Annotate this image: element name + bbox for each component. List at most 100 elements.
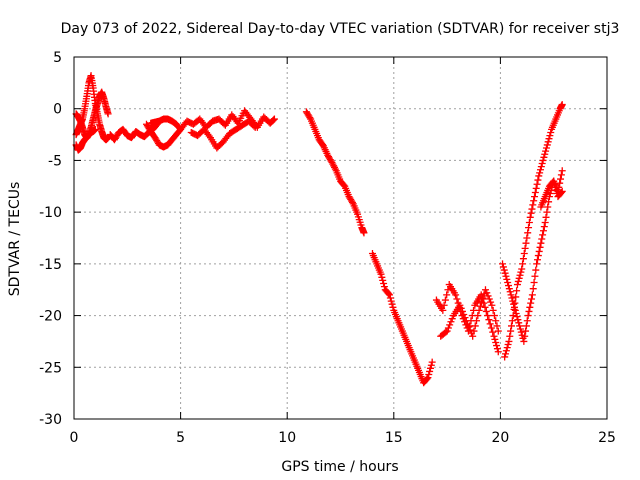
data-point	[528, 205, 536, 213]
x-tick-label: 15	[385, 430, 403, 446]
data-point	[440, 301, 448, 309]
data-point	[385, 290, 393, 298]
data-point	[530, 278, 538, 286]
data-point	[526, 213, 534, 221]
data-point	[515, 319, 523, 327]
data-point	[537, 239, 545, 247]
data-point	[485, 295, 493, 303]
data-point	[493, 342, 501, 350]
x-tick-label: 5	[176, 430, 185, 446]
data-point	[507, 327, 515, 335]
data-point	[474, 312, 482, 320]
data-point	[547, 129, 555, 137]
data-point	[539, 231, 547, 239]
data-point	[513, 313, 521, 321]
data-point	[501, 353, 509, 361]
data-point	[425, 371, 433, 379]
data-point	[541, 218, 549, 226]
data-points	[72, 72, 566, 387]
data-point	[516, 322, 524, 330]
data-point	[428, 358, 436, 366]
data-point	[488, 301, 496, 309]
data-series	[187, 117, 259, 152]
data-point	[423, 375, 431, 383]
data-point	[541, 150, 549, 158]
y-tick-label: 5	[53, 50, 62, 66]
data-point	[507, 291, 515, 299]
data-point	[504, 341, 512, 349]
y-tick-label: -20	[39, 309, 62, 325]
data-point	[534, 176, 542, 184]
data-series	[142, 115, 185, 151]
data-point	[507, 322, 515, 330]
data-point	[378, 273, 386, 281]
data-point	[461, 314, 469, 322]
data-point	[531, 272, 539, 280]
data-point	[501, 269, 509, 277]
data-point	[464, 320, 472, 328]
data-point	[388, 300, 396, 308]
data-point	[348, 198, 356, 206]
data-point	[545, 198, 553, 206]
data-point	[520, 250, 528, 258]
data-point	[522, 239, 530, 247]
data-point	[489, 306, 497, 314]
data-point	[386, 294, 394, 302]
data-point	[426, 367, 434, 375]
data-point	[526, 303, 534, 311]
data-point	[517, 328, 525, 336]
data-point	[505, 337, 513, 345]
data-point	[306, 114, 314, 122]
data-point	[530, 197, 538, 205]
data-point	[515, 274, 523, 282]
data-point	[527, 209, 535, 217]
data-point	[533, 260, 541, 268]
data-point	[424, 374, 432, 382]
x-tick-label: 25	[598, 430, 616, 446]
data-point	[458, 307, 466, 315]
data-point	[380, 280, 388, 288]
data-point	[442, 328, 450, 336]
data-point	[499, 260, 507, 268]
data-point	[493, 322, 501, 330]
data-point	[456, 301, 464, 309]
data-series	[72, 125, 99, 154]
data-point	[551, 180, 559, 188]
data-point	[536, 243, 544, 251]
data-point	[532, 184, 540, 192]
x-tick-label: 10	[278, 430, 296, 446]
data-point	[557, 188, 565, 196]
chart-title: Day 073 of 2022, Sidereal Day-to-day VTE…	[61, 21, 620, 37]
data-point	[536, 169, 544, 177]
y-tick-label: -15	[39, 257, 62, 273]
data-point	[502, 347, 510, 355]
data-point	[522, 327, 530, 335]
data-point	[517, 268, 525, 276]
data-point	[508, 294, 516, 302]
data-point	[542, 147, 550, 155]
data-point	[529, 285, 537, 293]
plot-frame	[73, 56, 608, 420]
data-point	[532, 266, 540, 274]
data-point	[534, 252, 542, 260]
data-point	[535, 247, 543, 255]
data-point	[481, 303, 489, 311]
data-point	[546, 132, 554, 140]
data-point	[469, 332, 477, 340]
data-point	[386, 291, 394, 299]
data-point	[538, 235, 546, 243]
data-point	[387, 297, 395, 305]
data-point	[509, 297, 517, 305]
data-point	[528, 291, 536, 299]
data-point	[486, 320, 494, 328]
data-point	[499, 263, 507, 271]
data-point	[446, 321, 454, 329]
data-point	[494, 327, 502, 335]
data-point	[492, 338, 500, 346]
data-point	[520, 337, 528, 345]
data-point	[331, 165, 339, 173]
data-point	[519, 260, 527, 268]
data-point	[377, 270, 385, 278]
data-point	[543, 141, 551, 149]
data-point	[465, 323, 473, 331]
